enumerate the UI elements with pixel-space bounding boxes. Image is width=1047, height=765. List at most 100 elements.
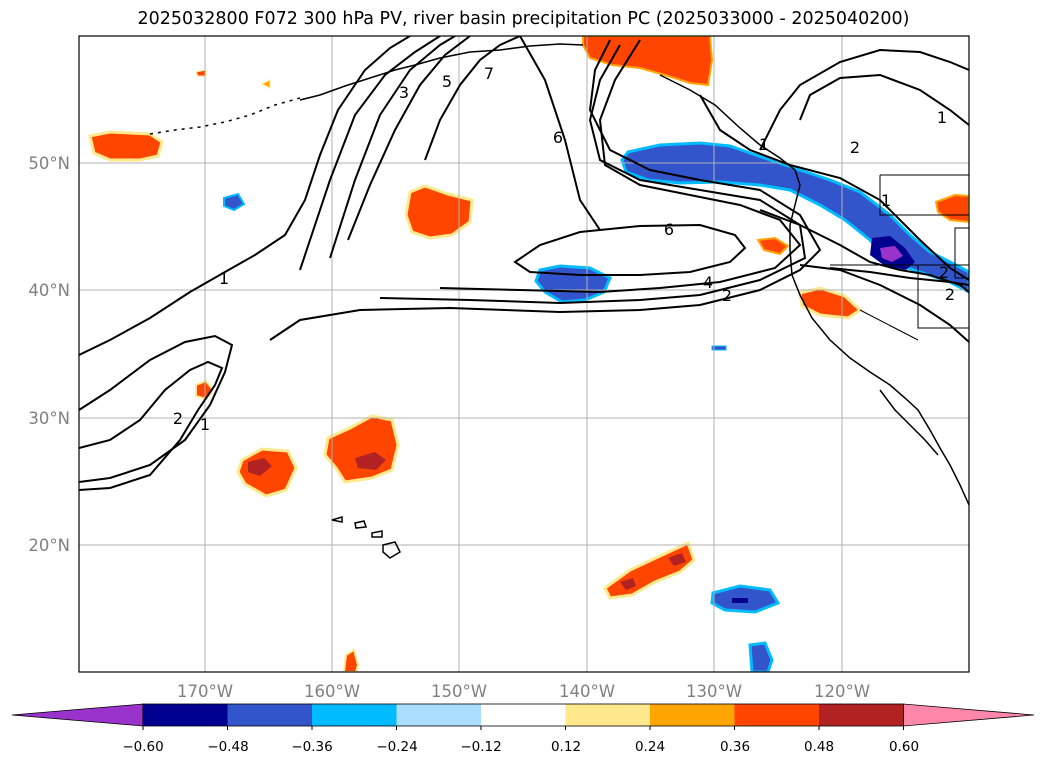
lat-label: 50°N <box>28 154 70 173</box>
pv-label: 4 <box>703 273 713 292</box>
lat-label: 20°N <box>28 536 70 555</box>
pv-label: 1 <box>200 415 210 434</box>
precip-hawaii-core <box>355 452 386 470</box>
lat-label: 40°N <box>28 281 70 300</box>
state-border-wa-or <box>879 175 969 216</box>
precip-offshore-oregon-positive <box>756 236 790 256</box>
colorbar-tick-labels: −0.60 −0.48 −0.36 −0.24 −0.12 0.12 0.24 … <box>122 739 919 755</box>
colorbar-frame <box>142 703 904 727</box>
colorbar-tick-label: 0.36 <box>720 739 750 755</box>
precip-kauai-positive <box>236 447 298 498</box>
precip-south-pacific-positive <box>603 540 696 600</box>
precip-bottom-negative <box>748 641 774 672</box>
lon-label: 170°W <box>177 682 233 701</box>
colorbar-tick-label: 0.60 <box>889 739 919 755</box>
pv-label: 1 <box>937 108 947 127</box>
colorbar-extend-min <box>11 703 144 727</box>
pv-contour-south-2 <box>829 267 969 286</box>
precip-oregon-core <box>880 246 903 262</box>
pv-contour-labels: 1 2 3 5 7 6 6 4 2 1 2 1 1 2 2 1 <box>173 64 955 434</box>
pv-label: 2 <box>850 138 860 157</box>
colorbar-segment <box>819 704 904 726</box>
pv-contour-coast-1 <box>699 94 969 281</box>
chart-title: 2025032800 F072 300 hPa PV, river basin … <box>137 9 910 29</box>
precip-small-negative-west <box>223 192 246 212</box>
map-frame <box>78 35 970 673</box>
colorbar-tick-label: −0.60 <box>122 739 163 755</box>
colorbar-segment <box>650 704 735 726</box>
pv-label: 1 <box>759 135 769 154</box>
pv-contour-jet-1 <box>269 39 822 341</box>
colorbar-segment <box>227 704 312 726</box>
pv-contour-ne-2 <box>759 48 969 151</box>
colorbar-tick-label: 0.24 <box>635 739 665 755</box>
precip-bottom-positive <box>342 648 360 672</box>
pv-contour-6-closed <box>513 223 747 276</box>
pv-label: 7 <box>484 64 494 83</box>
lon-label: 130°W <box>686 682 742 701</box>
aleutian-chain <box>149 97 301 135</box>
pv-contour-6-north <box>519 36 601 231</box>
precip-north-pacific-negative <box>534 264 612 304</box>
precip-small-positive-1 <box>195 69 207 77</box>
lon-label: 150°W <box>431 682 487 701</box>
colorbar-tick-label: −0.12 <box>460 739 501 755</box>
colorbar-segment <box>481 704 566 726</box>
lat-label: 30°N <box>28 409 70 428</box>
pv-label: 6 <box>553 128 563 147</box>
pv-contours <box>79 36 969 491</box>
colorbar-segment <box>396 704 481 726</box>
precip-washington-coast-positive <box>934 193 969 224</box>
pv-contour-5 <box>347 36 471 241</box>
pv-contour-7 <box>424 36 521 161</box>
precip-bc-negative <box>620 141 969 294</box>
pv-label: 2 <box>939 263 949 282</box>
colorbar-segment <box>143 704 228 726</box>
colorbar-segment <box>565 704 650 726</box>
pv-label: 1 <box>219 269 229 288</box>
colorbar <box>11 703 1035 730</box>
lon-label: 160°W <box>304 682 360 701</box>
precip-south-pacific-core1 <box>620 578 636 590</box>
pv-label: 3 <box>399 83 409 102</box>
precip-california-positive <box>798 286 863 320</box>
pv-contour-1-north <box>79 36 411 356</box>
pv-label: 2 <box>173 409 183 428</box>
precip-alaska-positive <box>582 36 714 87</box>
pv-label: 1 <box>881 191 891 210</box>
precip-small-positive-2 <box>260 79 271 89</box>
pv-contour-2-north <box>299 36 441 271</box>
colorbar-tick-label: 0.12 <box>551 739 581 755</box>
longitude-labels: 170°W 160°W 150°W 140°W 130°W 120°W <box>177 682 870 701</box>
precip-aleutian-positive <box>88 130 164 162</box>
colorbar-tick-label: −0.36 <box>291 739 332 755</box>
alaska-coast <box>299 43 584 101</box>
pv-label: 5 <box>442 72 452 91</box>
precip-tiny-negative <box>711 345 727 351</box>
precip-midpacific-positive <box>404 184 474 240</box>
us-west-coast <box>791 274 969 506</box>
precip-south-negative-core <box>732 598 748 603</box>
colorbar-tick-label: 0.48 <box>804 739 834 755</box>
precip-kauai-core <box>248 458 272 476</box>
map-content: 1 2 3 5 7 6 6 4 2 1 2 1 1 2 2 1 <box>79 36 969 672</box>
pv-contour-3 <box>329 36 456 259</box>
pv-contour-ne-1 <box>799 73 969 126</box>
precip-hawaii-positive <box>323 414 400 484</box>
colorbar-segment <box>734 704 819 726</box>
baja-california <box>879 389 939 456</box>
coastlines <box>149 43 969 559</box>
pv-contour-2-south <box>79 360 224 491</box>
gridlines <box>79 36 969 672</box>
precip-shading <box>88 36 969 672</box>
latitude-labels: 50°N 40°N 30°N 20°N <box>28 154 70 555</box>
lon-label: 140°W <box>559 682 615 701</box>
state-border-ca-nv <box>859 309 919 341</box>
colorbar-tick-label: −0.48 <box>207 739 248 755</box>
pv-label: 2 <box>722 286 732 305</box>
big-island <box>382 541 401 559</box>
kauai-island <box>331 515 343 523</box>
pv-label: 2 <box>945 285 955 304</box>
state-border-box <box>954 227 969 279</box>
